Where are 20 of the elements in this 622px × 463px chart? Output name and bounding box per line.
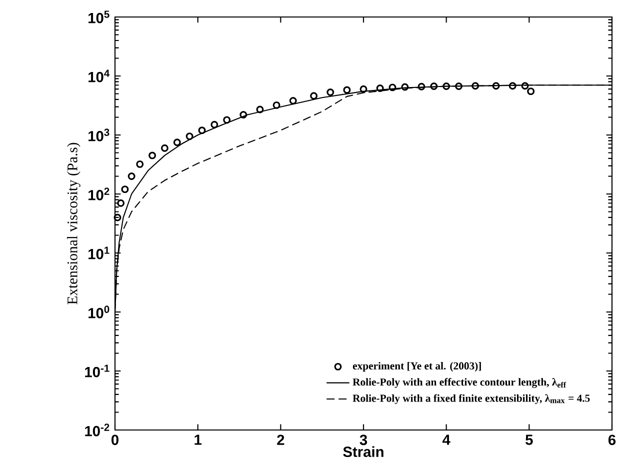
x-tick-label: 4 <box>442 434 450 445</box>
y-tick-label: 10$^{5}$ <box>88 10 110 24</box>
x-tick-label: 3 <box>360 434 368 446</box>
y-tick-label: 10$^{2}$ <box>88 188 110 200</box>
legend-label: Rolie-Poly with an effective contour length, λ$_{eff}$ <box>352 378 566 388</box>
y-tick-label: 10$^{3}$ <box>88 128 110 142</box>
x-tick-label: 6 <box>608 434 616 446</box>
y-tick-label: 10$^{-1}$ <box>85 364 110 378</box>
x-tick-label: 0 <box>112 434 118 446</box>
x-axis-title: Strain <box>343 446 384 458</box>
legend-label: experiment [Ye et al. (2003)] <box>352 362 481 372</box>
legend-label: Rolie-Poly with a fixed finite extensibility, λ$_{max}$ = 4.5 <box>352 394 590 404</box>
y-tick-label: 10$^{-2}$ <box>85 424 110 436</box>
y-tick-label: 10$^{1}$ <box>88 246 110 260</box>
y-axis-title: Extensional viscosity (Pa.s) <box>67 142 80 304</box>
y-tick-label: 10$^{0}$ <box>88 306 110 318</box>
x-tick-label: 2 <box>277 434 284 445</box>
x-tick-label: 1 <box>194 434 202 445</box>
y-tick-label: 10$^{4}$ <box>88 70 110 82</box>
x-tick-label: 5 <box>526 434 533 445</box>
